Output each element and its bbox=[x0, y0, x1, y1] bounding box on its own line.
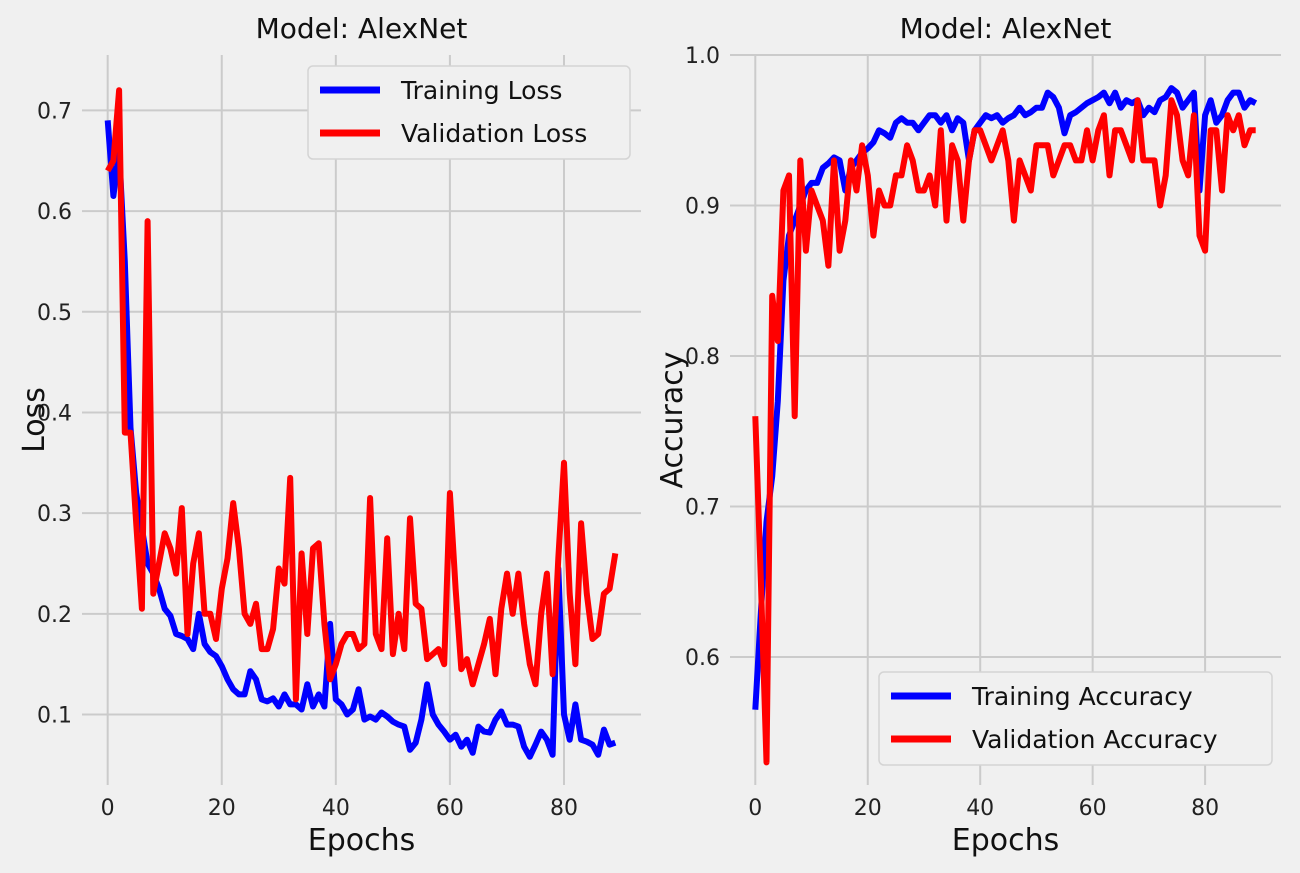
loss-chart: 0 20 40 60 80 0.1 0.2 0.3 0.4 0.5 0.6 0.7 Model: Al… bbox=[17, 12, 641, 858]
loss-x-tick-label: 20 bbox=[208, 796, 236, 821]
accuracy-x-axis-label: Epochs bbox=[952, 823, 1060, 858]
loss-legend: Training Loss Validation Loss bbox=[307, 65, 631, 160]
loss-y-tick-label: 0.3 bbox=[37, 502, 72, 527]
loss-legend-label: Validation Loss bbox=[401, 119, 587, 148]
accuracy-y-tick-label: 1.0 bbox=[685, 44, 720, 69]
loss-x-axis-label: Epochs bbox=[308, 823, 416, 858]
accuracy-legend-box bbox=[878, 671, 1273, 766]
loss-y-tick-label: 0.4 bbox=[37, 401, 72, 426]
accuracy-y-tick-label: 0.6 bbox=[685, 646, 720, 671]
accuracy-series-group bbox=[752, 85, 1258, 766]
loss-series-group bbox=[104, 87, 619, 760]
accuracy-legend-label: Validation Accuracy bbox=[972, 725, 1218, 754]
loss-grid bbox=[82, 55, 641, 785]
accuracy-y-tick-label: 0.8 bbox=[685, 345, 720, 370]
loss-series-line-training bbox=[104, 120, 617, 760]
accuracy-y-tick-label: 0.9 bbox=[685, 195, 720, 220]
accuracy-chart: 0 20 40 60 800.60.70.80.91.0 Model: AlexNet … bbox=[655, 12, 1281, 858]
loss-legend-label: Training Loss bbox=[400, 76, 562, 105]
accuracy-x-tick-label: 40 bbox=[966, 796, 994, 821]
accuracy-legend-label: Training Accuracy bbox=[971, 682, 1193, 711]
accuracy-legend: Training Accuracy Validation Accuracy bbox=[878, 671, 1273, 766]
loss-y-tick-label: 0.1 bbox=[37, 704, 72, 729]
loss-x-tick-label: 40 bbox=[322, 796, 350, 821]
accuracy-x-tick-label: 60 bbox=[1079, 796, 1107, 821]
loss-legend-box bbox=[307, 65, 631, 160]
accuracy-chart-title: Model: AlexNet bbox=[900, 12, 1112, 45]
loss-y-tick-label: 0.6 bbox=[37, 200, 72, 225]
loss-series-line-validation bbox=[105, 87, 619, 703]
accuracy-x-tick-label: 80 bbox=[1191, 796, 1219, 821]
accuracy-x-tick-label: 0 bbox=[748, 796, 762, 821]
loss-y-tick-label: 0.5 bbox=[37, 301, 72, 326]
loss-y-tick-label: 0.7 bbox=[37, 99, 72, 124]
loss-tick-labels: 0 20 40 60 80 0.1 0.2 0.3 0.4 0.5 0.6 0.7 bbox=[37, 99, 578, 821]
loss-y-axis-label: Loss bbox=[17, 387, 52, 453]
accuracy-series-line-training bbox=[752, 85, 1258, 710]
accuracy-y-tick-label: 0.7 bbox=[685, 496, 720, 521]
accuracy-x-tick-label: 20 bbox=[854, 796, 882, 821]
loss-chart-title: Model: AlexNet bbox=[256, 12, 468, 45]
loss-x-tick-label: 80 bbox=[550, 796, 578, 821]
loss-y-tick-label: 0.2 bbox=[37, 603, 72, 628]
accuracy-y-axis-label: Accuracy bbox=[655, 352, 690, 489]
loss-x-tick-label: 0 bbox=[101, 796, 115, 821]
accuracy-tick-labels: 0 20 40 60 80 0.6 0.7 0.8 0.9 1.0 bbox=[685, 44, 1219, 821]
loss-x-tick-label: 60 bbox=[436, 796, 464, 821]
accuracy-series-line-validation bbox=[752, 97, 1256, 766]
